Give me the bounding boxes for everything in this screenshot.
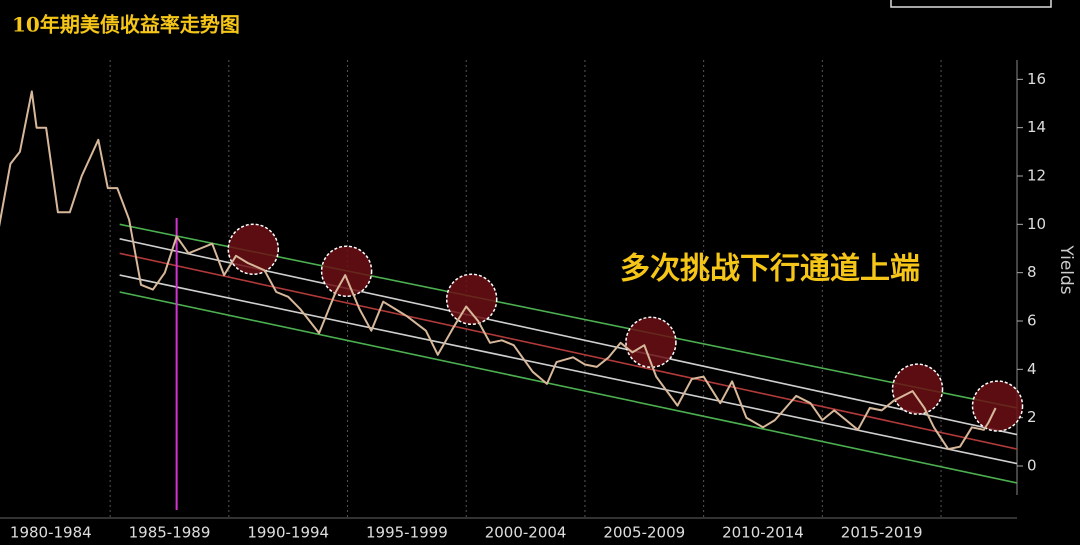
x-tick-label: 1980-1984 [10, 524, 92, 542]
channel-line [119, 291, 1018, 484]
y-tick-label: 16 [1027, 70, 1046, 88]
x-tick-label: 2005-2009 [603, 524, 685, 542]
highlight-circle [891, 363, 944, 415]
y-tick-label: 6 [1027, 312, 1037, 330]
y-tick-label: 12 [1027, 167, 1046, 185]
x-tick-label: 2000-2004 [485, 524, 567, 542]
y-tick-label: 10 [1027, 215, 1046, 233]
chart-title: 10年期美债收益率走势图 [12, 13, 240, 37]
y-tick-label: 14 [1027, 118, 1046, 136]
channel-line [119, 252, 1018, 450]
channel-line [119, 238, 1018, 436]
highlight-circle [625, 316, 677, 369]
y-tick-label: 4 [1027, 360, 1037, 378]
x-tick-label: 1985-1989 [129, 524, 211, 542]
highlight-circle [971, 380, 1024, 432]
highlight-circle [227, 223, 280, 275]
highlight-circle [445, 273, 498, 325]
y-tick-label: 8 [1027, 263, 1037, 281]
y-axis-label: Yields [1056, 244, 1076, 294]
x-tick-label: 1990-1994 [247, 524, 329, 542]
y-tick-label: 0 [1027, 457, 1037, 475]
x-tick-label: 2010-2014 [722, 524, 804, 542]
yield-line [0, 90, 997, 451]
highlight-circle [320, 245, 373, 297]
corner-box [890, 0, 1052, 8]
channel-line [119, 274, 1018, 465]
x-tick-label: 2015-2019 [841, 524, 923, 542]
y-tick-label: 2 [1027, 408, 1037, 426]
x-tick-label: 1995-1999 [366, 524, 448, 542]
annotation: 多次挑战下行通道上端 [620, 252, 920, 287]
